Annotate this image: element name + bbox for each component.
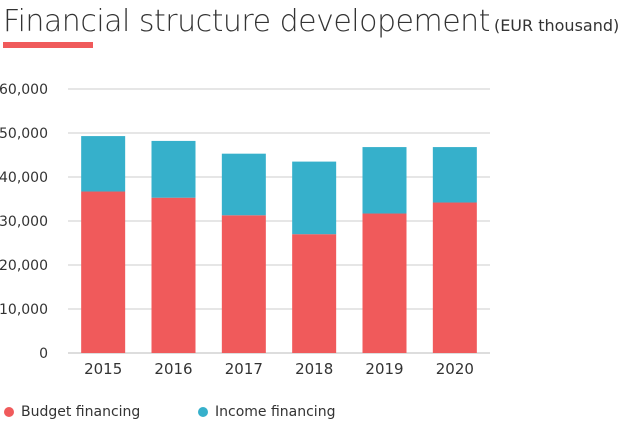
x-tick-label: 2018 [295,360,333,378]
bar-income-financing [362,147,407,214]
bar-budget-financing [221,215,266,353]
bar-budget-financing [292,234,337,353]
x-axis-ticks: 2015 2016 2017 2018 2019 2020 [84,360,474,378]
legend: Budget financing Income financing [0,404,640,426]
bar-budget-financing [362,213,407,353]
bar-income-financing [81,136,126,192]
bar-budget-financing [151,197,196,353]
legend-swatch-budget [4,407,14,417]
chart-subtitle: (EUR thousand) [493,16,620,35]
y-tick-label: 40,000 [0,170,48,186]
bars [81,136,477,353]
title-accent-bar [3,42,93,48]
stacked-bar-chart: 0 10,000 20,000 30,000 40,000 50,000 60,000 20… [0,82,490,378]
legend-swatch-income [198,407,208,417]
x-tick-label: 2017 [225,360,263,378]
legend-item-budget: Budget financing [4,404,140,420]
bar-income-financing [432,147,477,203]
bar-income-financing [151,140,196,198]
legend-label-income: Income financing [215,404,336,420]
bar-budget-financing [81,191,126,353]
y-axis-ticks: 0 10,000 20,000 30,000 40,000 50,000 60,000 [0,82,48,362]
chart-title: Financial structure developement [3,4,490,39]
x-tick-label: 2020 [436,360,474,378]
y-tick-label: 30,000 [0,214,48,230]
x-tick-label: 2016 [154,360,192,378]
legend-label-budget: Budget financing [21,404,141,420]
x-tick-label: 2019 [365,360,403,378]
y-tick-label: 10,000 [0,302,48,318]
y-tick-label: 0 [39,346,48,362]
grid-lines [68,88,490,354]
y-tick-label: 60,000 [0,82,48,98]
y-tick-label: 50,000 [0,126,48,142]
bar-income-financing [221,153,266,216]
legend-item-income: Income financing [198,404,335,420]
bar-income-financing [292,161,337,235]
bar-budget-financing [432,202,477,353]
x-tick-label: 2015 [84,360,122,378]
y-tick-label: 20,000 [0,258,48,274]
chart-title-block: Financial structure developement (EUR tho… [3,4,619,39]
